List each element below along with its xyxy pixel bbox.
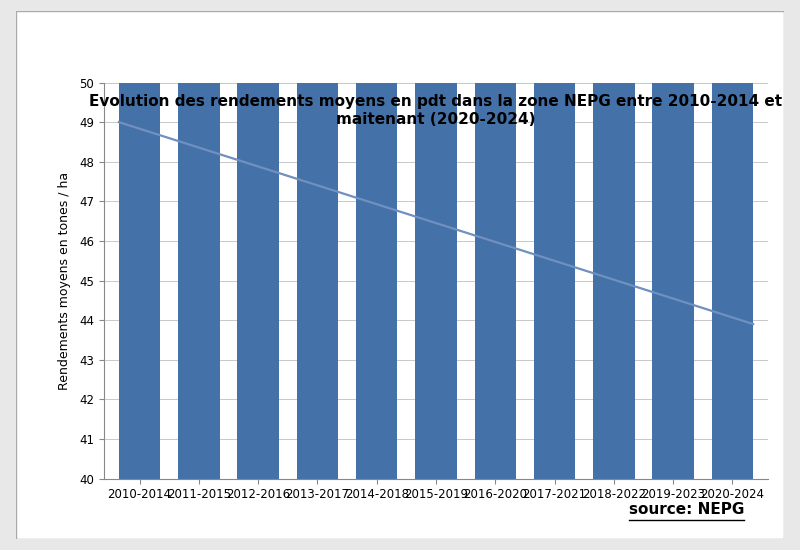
Text: Evolution des rendements moyens en pdt dans la zone NEPG entre 2010-2014 et
mait: Evolution des rendements moyens en pdt d…	[90, 95, 782, 127]
Bar	[712, 0, 753, 478]
Text: source: NEPG: source: NEPG	[629, 502, 744, 517]
Bar	[474, 0, 516, 478]
Bar	[593, 0, 634, 478]
Bar	[178, 0, 220, 478]
FancyBboxPatch shape	[16, 11, 784, 539]
Bar	[238, 0, 279, 478]
Y-axis label: Rendements moyens en tones / ha: Rendements moyens en tones / ha	[58, 172, 71, 389]
Bar	[534, 0, 575, 478]
Bar	[119, 0, 160, 478]
Bar	[297, 0, 338, 478]
Bar	[356, 0, 398, 478]
Bar	[415, 0, 457, 478]
Bar	[652, 0, 694, 478]
